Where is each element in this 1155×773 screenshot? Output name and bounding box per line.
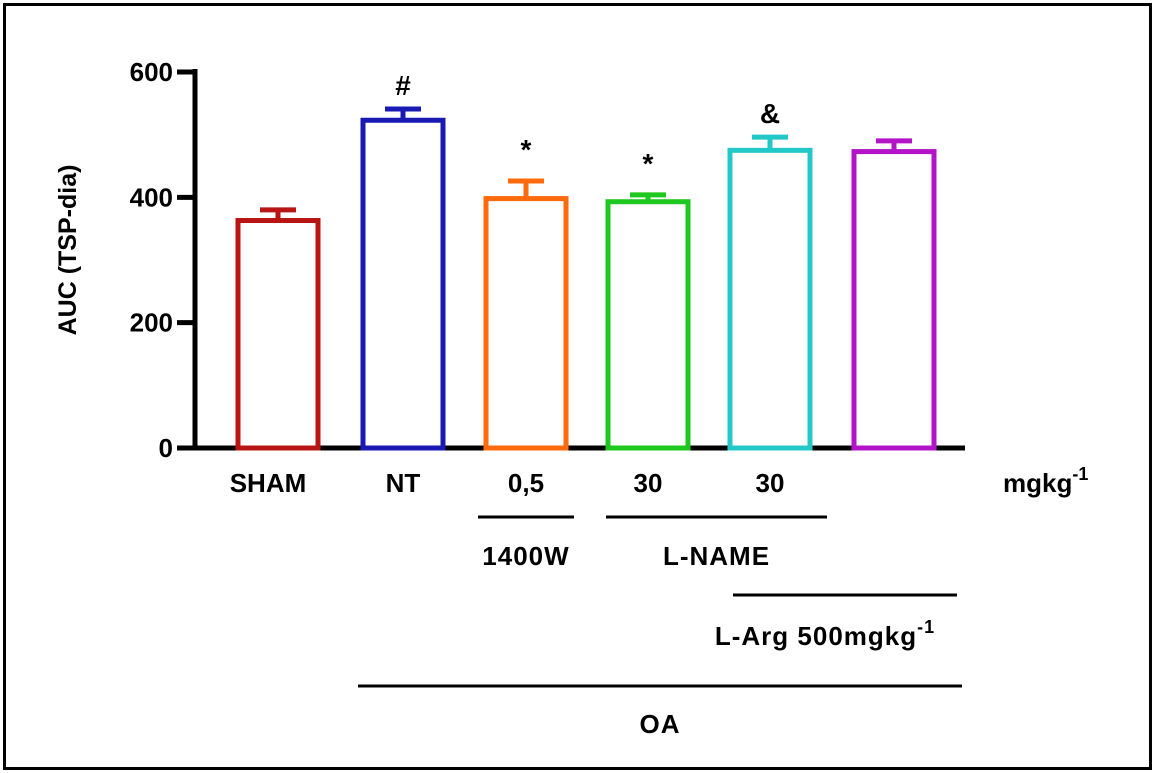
y-tick-label: 400	[130, 182, 173, 212]
significance-annotation: *	[521, 134, 532, 165]
unit-label: mgkg-1	[1003, 464, 1088, 498]
unit-superscript: -1	[1072, 464, 1088, 484]
significance-annotation: &	[760, 98, 780, 129]
category-label: 30	[756, 468, 785, 498]
y-axis-label: AUC (TSP-dia)	[54, 165, 82, 336]
labels: SHAM NT 0,5 30 30 mgkg-1 1400W L-NAME L-Arg 500m…	[230, 464, 1089, 739]
group-label: OA	[640, 709, 681, 739]
category-label: NT	[386, 468, 421, 498]
group-label-superscript: -1	[917, 617, 935, 637]
y-tick-label: 200	[130, 308, 173, 338]
group-label: 1400W	[482, 541, 569, 571]
bar	[235, 218, 321, 451]
bar	[360, 117, 446, 451]
bars: # * * &	[235, 70, 937, 451]
bar	[605, 199, 691, 451]
bar	[851, 149, 937, 451]
bar	[483, 196, 569, 451]
group-label: L-NAME	[663, 541, 770, 571]
category-label: 30	[634, 468, 663, 498]
category-label: SHAM	[230, 468, 307, 498]
y-tick-label: 600	[130, 57, 173, 87]
significance-annotation: #	[395, 70, 411, 101]
bar	[727, 147, 813, 451]
significance-annotation: *	[643, 148, 654, 179]
category-label: 0,5	[508, 468, 544, 498]
group-label: L-Arg 500mgkg-1	[715, 617, 935, 651]
y-tick-label: 0	[159, 433, 173, 463]
